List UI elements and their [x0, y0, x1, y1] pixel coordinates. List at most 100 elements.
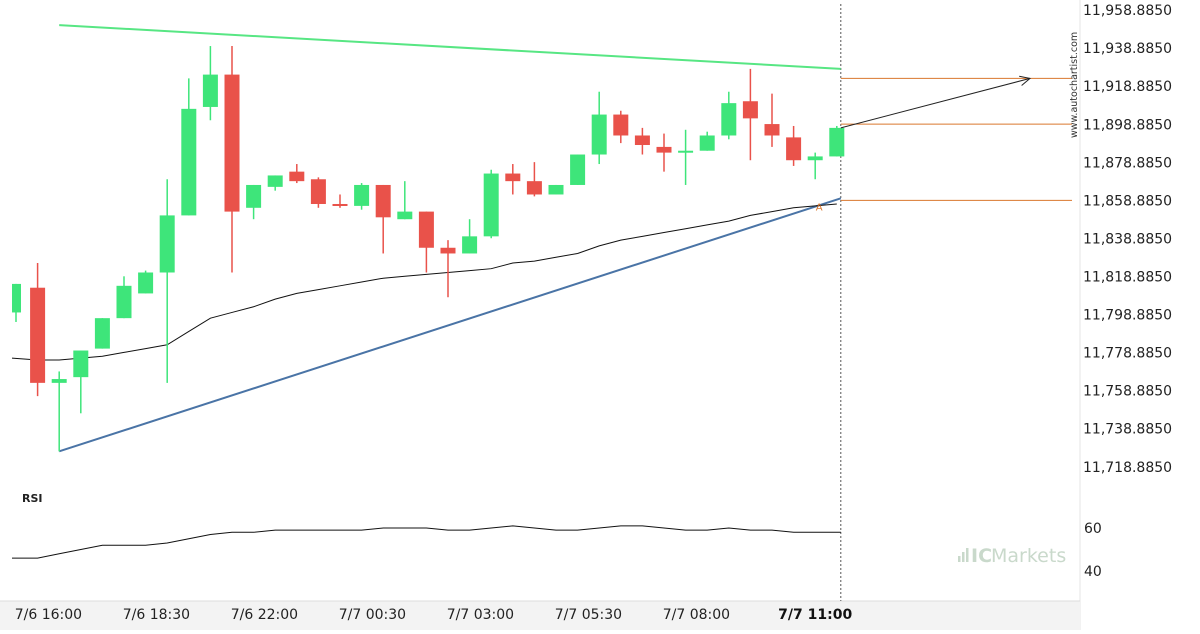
candle-body — [332, 203, 348, 206]
rsi-label: RSI — [22, 492, 43, 505]
y-tick-label: 11,958.8850 — [1083, 3, 1172, 19]
candle-body — [73, 350, 89, 378]
candle-bearish — [418, 211, 434, 273]
candle-bullish — [267, 175, 283, 191]
brand-prefix: IC — [971, 545, 992, 567]
candle-bearish — [332, 194, 348, 208]
rsi-panel: RSI — [12, 492, 841, 559]
candle-bearish — [742, 68, 758, 161]
axes-layer: 11,958.8850 11,938.8850 11,918.8850 11,898.… — [15, 3, 1172, 623]
rsi-line — [12, 525, 841, 559]
candle-body — [397, 211, 413, 220]
candle-bullish — [246, 184, 262, 220]
candle-body — [591, 114, 607, 155]
candle-body — [267, 175, 283, 187]
candle-body — [94, 318, 110, 349]
candle-bearish — [786, 125, 802, 166]
y-tick-label: 11,898.8850 — [1083, 117, 1172, 133]
candle-body — [246, 184, 262, 208]
x-tick-label: 7/7 08:00 — [663, 607, 730, 623]
candle-body — [699, 135, 715, 151]
candle-bearish — [440, 240, 456, 298]
candle-body — [634, 135, 650, 146]
candle-body — [829, 127, 845, 157]
candle-bullish — [94, 318, 110, 349]
candle-body — [721, 103, 737, 136]
candle-body — [764, 124, 780, 136]
candle-body — [786, 137, 802, 161]
candle-body — [12, 283, 21, 313]
x-tick-label: 7/7 00:30 — [339, 607, 406, 623]
forecast-arrow-head — [1019, 75, 1032, 86]
candle-bearish — [613, 110, 629, 144]
candle-bullish — [807, 152, 823, 180]
moving-average-line — [11, 203, 837, 361]
candle-bullish — [548, 184, 564, 195]
candle-bullish — [202, 46, 218, 121]
candle-bullish — [159, 179, 175, 383]
candle-body — [289, 171, 305, 182]
candle-bullish — [73, 350, 89, 414]
brand-bars-icon — [958, 548, 969, 562]
candle-body — [505, 173, 521, 182]
candle-body — [418, 211, 434, 248]
candle-body — [440, 247, 456, 254]
candle-body — [310, 179, 326, 204]
candle-bullish — [138, 270, 154, 294]
candle-body — [570, 154, 586, 185]
lower-trendline — [58, 197, 842, 453]
y-tick-label: 11,918.8850 — [1083, 79, 1172, 95]
candle-bullish — [12, 283, 21, 322]
candle-body — [742, 101, 758, 119]
y-tick-label: 11,838.8850 — [1083, 231, 1172, 247]
candle-bullish — [570, 154, 586, 185]
candle-body — [181, 108, 197, 216]
candle-body — [375, 184, 391, 218]
candle-bearish — [375, 184, 391, 254]
x-axis-band — [0, 601, 1080, 630]
y-tick-label: 11,758.8850 — [1083, 384, 1172, 400]
candle-body — [30, 287, 46, 383]
candle-bullish — [591, 91, 607, 165]
y-tick-label: 11,878.8850 — [1083, 155, 1172, 171]
main-plot: A — [11, 4, 1072, 601]
candle-body — [483, 173, 499, 237]
candle-bearish — [656, 133, 672, 172]
candle-bullish — [483, 169, 499, 239]
candle-bullish — [699, 131, 715, 151]
x-tick-label: 7/7 11:00 — [778, 607, 852, 623]
x-tick-label: 7/6 18:30 — [123, 607, 190, 623]
watermark-text: www.autochartist.com — [1069, 32, 1080, 138]
y-tick-label: 11,798.8850 — [1083, 308, 1172, 324]
candle-body — [159, 215, 175, 273]
candle-bearish — [30, 262, 46, 397]
y-tick-label: 11,778.8850 — [1083, 346, 1172, 362]
forecast-arrow-line — [840, 77, 1031, 129]
candle-bearish — [289, 164, 305, 184]
pattern-marker-label: A — [816, 202, 823, 213]
upper-trendline — [59, 24, 841, 70]
x-tick-label: 7/6 16:00 — [15, 607, 82, 623]
brand-logo: IC Markets — [958, 545, 1066, 567]
candle-body — [138, 272, 154, 294]
candle-body — [354, 184, 370, 206]
candle-body — [116, 285, 132, 319]
rsi-tick-label: 60 — [1084, 521, 1102, 537]
candle-bearish — [310, 177, 326, 208]
candle-body — [656, 146, 672, 153]
candle-bearish — [224, 46, 240, 273]
grid-layer — [0, 0, 1081, 630]
candle-bullish — [51, 371, 67, 452]
candle-bullish — [116, 276, 132, 319]
candle-body — [224, 74, 240, 212]
x-tick-label: 7/6 22:00 — [231, 607, 298, 623]
candle-bullish — [462, 219, 478, 254]
y-tick-label: 11,938.8850 — [1083, 41, 1172, 57]
candle-body — [526, 181, 542, 195]
candle-body — [51, 379, 67, 383]
y-tick-label: 11,718.8850 — [1083, 460, 1172, 476]
x-tick-label: 7/7 05:30 — [555, 607, 622, 623]
x-tick-label: 7/7 03:00 — [447, 607, 514, 623]
